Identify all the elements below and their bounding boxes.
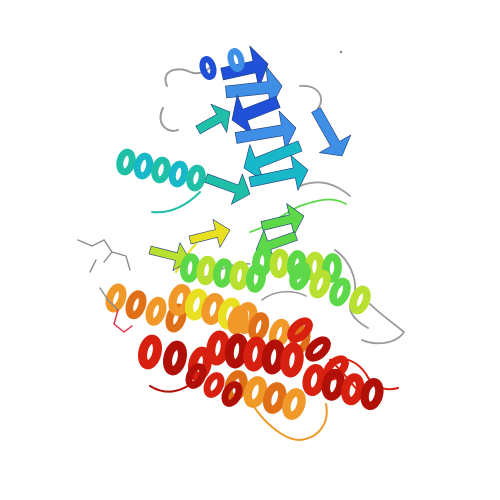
- ligand-bond-7: [99, 287, 109, 301]
- alpha-helix-5: [289, 261, 371, 315]
- alpha-helix-11-turn-2: [305, 336, 331, 362]
- ligand-bond-10: [113, 323, 125, 333]
- ligand-bond-12: [89, 259, 97, 273]
- coil-loop-13: [261, 290, 307, 301]
- beta-strand-6: [248, 154, 309, 191]
- beta-strand-13: [148, 242, 191, 271]
- alpha-helix-10-turn-1: [206, 330, 230, 366]
- beta-strand-12: [188, 219, 231, 248]
- alpha-helix-11-turn-1: [287, 317, 313, 343]
- alpha-helix-1: [116, 148, 206, 192]
- beta-strand-10: [260, 203, 305, 236]
- alpha-helix-8-turn-1: [227, 305, 249, 335]
- ion-dot: [339, 50, 343, 54]
- alpha-helix-6-turn-3: [145, 296, 167, 326]
- ligand-bond-5: [111, 251, 127, 257]
- alpha-helix-8-turn-2: [248, 312, 270, 342]
- ligand-bond-8: [107, 299, 119, 311]
- alpha-helix-1-turn-1: [116, 148, 136, 176]
- beta-sheets: [148, 45, 352, 271]
- ligand-sticks: [77, 239, 133, 333]
- alpha-helix-4-turn-1: [252, 247, 272, 277]
- alpha-helix-3: [179, 253, 267, 293]
- alpha-helix-14-turn-3: [221, 381, 243, 407]
- alpha-helix-6-turn-1: [105, 283, 127, 313]
- ligand-bond-3: [103, 239, 113, 253]
- alpha-helix-4-turn-2: [269, 248, 290, 279]
- alpha-helix-9-turn-2: [162, 340, 188, 376]
- alpha-helix-4-turn-5: [322, 253, 342, 283]
- alpha-helix-3-turn-4: [229, 260, 250, 291]
- alpha-helix-5-turn-1: [289, 261, 311, 291]
- alpha-helix-14-turn-2: [203, 372, 225, 398]
- alpha-helix-5-turn-3: [329, 277, 351, 307]
- ligand-bond-4: [103, 251, 113, 263]
- beta-strand-2: [225, 65, 283, 110]
- beta-strand-8: [195, 103, 231, 135]
- coil-loop-4: [151, 191, 201, 214]
- alpha-helix-9-turn-1: [137, 334, 163, 370]
- alpha-helix-9: [137, 334, 213, 382]
- alpha-helix-14: [185, 363, 243, 407]
- coil-loop-6: [299, 181, 351, 197]
- beta-strand-4: [234, 110, 297, 151]
- ligand-bond-9: [113, 309, 119, 325]
- alpha-helix-12: [302, 364, 384, 410]
- alpha-helix-2-turn-2: [227, 48, 245, 72]
- alpha-helix-10-turn-3: [243, 336, 267, 372]
- alpha-helix-1-turn-4: [168, 160, 189, 188]
- beta-strand-1: [220, 45, 269, 89]
- coil-loop-9: [249, 399, 328, 441]
- coil-loop-8: [361, 303, 405, 345]
- coil-loop-2: [159, 107, 179, 132]
- alpha-helix-6-turn-2: [125, 290, 147, 320]
- coil-loop-1: [164, 63, 215, 87]
- alpha-helix-1-turn-3: [151, 156, 171, 184]
- alpha-helix-12-turn-3: [341, 373, 365, 406]
- ligand-bond-1: [77, 239, 93, 247]
- coil-loop-3: [299, 85, 322, 109]
- alpha-helices: [105, 48, 384, 420]
- alpha-helix-10-turn-2: [224, 333, 249, 369]
- alpha-helix-5-turn-4: [349, 285, 371, 315]
- beta-strand-7: [311, 107, 352, 157]
- alpha-helix-3-turn-1: [179, 253, 201, 283]
- ligand-bond-11: [123, 325, 133, 333]
- alpha-helix-13-turn-3: [262, 382, 287, 414]
- beta-strand-9: [204, 173, 251, 205]
- ligand-bond-2: [91, 239, 105, 247]
- alpha-helix-3-turn-3: [212, 258, 234, 288]
- alpha-helix-12-turn-1: [302, 364, 326, 396]
- beta-strand-5: [243, 140, 303, 182]
- alpha-helix-1-turn-5: [186, 164, 206, 192]
- alpha-helix-5-turn-2: [309, 269, 331, 299]
- alpha-helix-2: [199, 48, 245, 80]
- alpha-helix-10-turn-5: [280, 342, 304, 378]
- beta-strand-3: [231, 94, 281, 136]
- alpha-helix-12-turn-2: [321, 368, 345, 401]
- alpha-helix-13-turn-2: [243, 376, 268, 408]
- alpha-helix-3-turn-2: [196, 255, 217, 286]
- alpha-helix-14-turn-1: [185, 363, 207, 389]
- alpha-helix-1-turn-2: [133, 152, 154, 180]
- alpha-helix-10-turn-4: [261, 339, 286, 375]
- ligand-bond-6: [125, 255, 131, 271]
- alpha-helix-9-turn-3: [187, 346, 213, 382]
- alpha-helix-12-turn-4: [360, 378, 384, 410]
- alpha-helix-10: [206, 330, 304, 378]
- alpha-helix-2-turn-1: [199, 56, 217, 80]
- alpha-helix-13-turn-4: [282, 388, 306, 420]
